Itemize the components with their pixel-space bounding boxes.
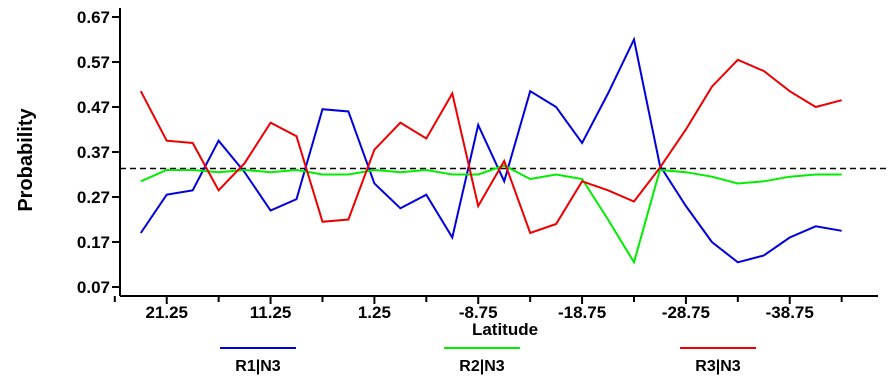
y-tick-label: 0.37 xyxy=(77,143,110,162)
y-tick-label: 0.07 xyxy=(77,278,110,297)
x-tick-label: -28.75 xyxy=(662,303,710,322)
legend-label-3: R3|N3 xyxy=(695,358,740,375)
x-tick-label: 21.25 xyxy=(145,303,188,322)
y-tick-label: 0.57 xyxy=(77,53,110,72)
y-tick-label: 0.47 xyxy=(77,98,110,117)
y-axis-title: Probability xyxy=(15,107,37,211)
y-tick-label: 0.17 xyxy=(77,233,110,252)
x-tick-label: 11.25 xyxy=(250,303,292,322)
legend: R1|N3 R2|N3 R3|N3 xyxy=(220,347,756,375)
legend-label-2: R2|N3 xyxy=(459,358,504,375)
series-line-1 xyxy=(139,36,842,264)
series-line-3 xyxy=(139,58,842,235)
x-tick-label: -38.75 xyxy=(766,303,814,322)
legend-label-1: R1|N3 xyxy=(235,358,280,375)
x-tick-label: -18.75 xyxy=(558,303,606,322)
series-line-2 xyxy=(140,164,842,265)
x-tick-label: -8.75 xyxy=(459,303,498,322)
axes xyxy=(112,8,888,304)
y-tick-label: 0.67 xyxy=(77,8,110,27)
series-lines xyxy=(139,36,842,265)
y-tick-label: 0.27 xyxy=(77,188,110,207)
x-axis-title: Latitude xyxy=(472,320,538,339)
tick-labels: 0.07 0.17 0.27 0.37 0.47 0.57 0.67 21.25 11.25 1.… xyxy=(77,8,814,322)
x-tick-label: 1.25 xyxy=(358,303,391,322)
